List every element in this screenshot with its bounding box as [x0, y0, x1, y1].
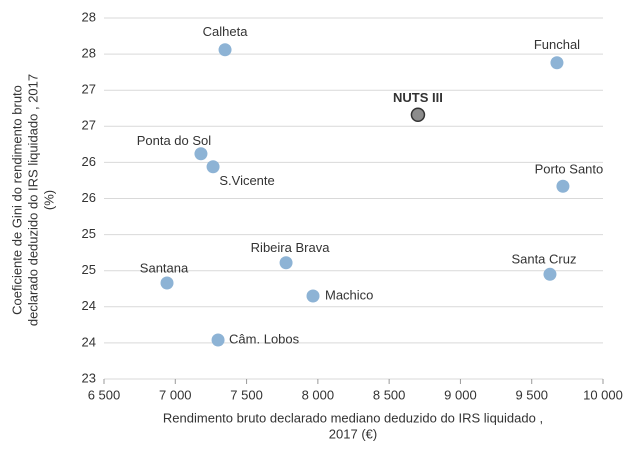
y-axis-label: Coeficiente de Gini do rendimento bruto — [9, 85, 24, 315]
point — [550, 56, 564, 70]
point — [279, 256, 293, 270]
point-label: NUTS III — [393, 90, 443, 105]
point-label: Santana — [140, 260, 189, 275]
point-label: Santa Cruz — [511, 252, 576, 267]
x-tick-label: 8 000 — [302, 387, 335, 402]
y-tick-label: 27 — [82, 118, 96, 133]
point — [206, 160, 220, 174]
point — [410, 107, 426, 122]
point — [160, 276, 174, 290]
y-tick-label: 27 — [82, 82, 96, 97]
point — [543, 267, 557, 281]
x-tick-label: 7 000 — [159, 387, 192, 402]
x-tick-label: 7 500 — [230, 387, 263, 402]
y-tick-label: 23 — [82, 370, 96, 385]
point-label: Câm. Lobos — [229, 331, 300, 346]
y-axis-label: declarado deduzido do IRS liquidado , 20… — [25, 74, 40, 326]
y-tick-label: 28 — [82, 9, 96, 24]
point-label: Machico — [325, 287, 373, 302]
y-axis-label: (%) — [41, 190, 56, 210]
x-tick-label: 9 500 — [515, 387, 548, 402]
x-tick-label: 8 500 — [373, 387, 406, 402]
point-label: Ribeira Brava — [251, 240, 331, 255]
point — [556, 179, 570, 193]
point — [306, 289, 320, 303]
point-label: Ponta do Sol — [137, 133, 212, 148]
x-axis-label: Rendimento bruto declarado mediano deduz… — [163, 410, 543, 425]
point-label: S.Vicente — [219, 173, 274, 188]
x-tick-label: 10 000 — [583, 387, 623, 402]
y-tick-label: 28 — [82, 46, 96, 61]
point-label: Calheta — [203, 24, 249, 39]
point-label: Porto Santo — [535, 162, 604, 177]
y-tick-label: 25 — [82, 226, 96, 241]
x-tick-label: 6 500 — [88, 387, 121, 402]
point — [218, 43, 232, 57]
point-label: Funchal — [534, 37, 580, 52]
y-tick-label: 24 — [82, 334, 96, 349]
point — [194, 147, 208, 161]
y-tick-label: 26 — [82, 154, 96, 169]
y-tick-label: 26 — [82, 190, 96, 205]
y-tick-label: 25 — [82, 262, 96, 277]
point — [211, 333, 225, 347]
y-tick-label: 24 — [82, 298, 96, 313]
x-axis-label: 2017 (€) — [329, 426, 377, 441]
x-tick-label: 9 000 — [444, 387, 477, 402]
